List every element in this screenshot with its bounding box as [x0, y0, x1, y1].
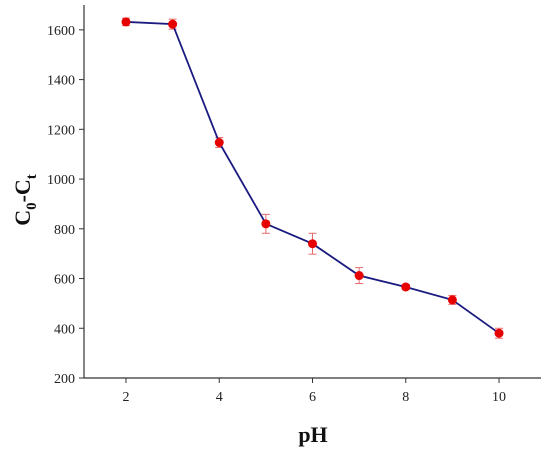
- x-axis-title: pH: [298, 422, 327, 447]
- x-axis-ticks: 2 4 6 8 10: [122, 378, 506, 405]
- data-point: [308, 239, 317, 249]
- x-tick-label: 6: [309, 390, 316, 405]
- y-tick-label: 1400: [47, 74, 75, 89]
- x-tick-label: 4: [216, 390, 223, 405]
- y-axis-ticks: 200 400 600 800 1000 1200 1400 1600: [47, 24, 84, 387]
- data-point: [261, 219, 271, 229]
- y-tick-label: 600: [54, 273, 75, 288]
- series-line: [125, 21, 500, 334]
- y-tick-label: 200: [54, 372, 75, 387]
- data-point: [401, 282, 411, 292]
- y-tick-label: 1600: [47, 24, 75, 39]
- y-tick-label: 1000: [47, 173, 75, 188]
- data-point: [121, 17, 131, 27]
- data-series: [125, 21, 500, 334]
- data-point: [494, 328, 504, 338]
- x-tick-label: 8: [402, 390, 409, 405]
- x-tick-label: 2: [122, 390, 129, 405]
- y-axis-title-c0: C: [10, 210, 35, 226]
- error-bars: [121, 17, 504, 339]
- data-point: [447, 295, 457, 305]
- x-tick-label: 10: [492, 390, 506, 405]
- y-tick-label: 1200: [47, 123, 75, 138]
- y-axis-title-sub0: 0: [24, 202, 40, 210]
- axes: [83, 5, 541, 379]
- y-axis-title: C0-Ct: [10, 174, 40, 226]
- y-tick-label: 800: [54, 223, 75, 238]
- data-point: [354, 271, 364, 281]
- data-point: [214, 138, 224, 148]
- data-markers: [121, 17, 504, 338]
- y-axis-title-subt: t: [24, 174, 40, 179]
- y-tick-label: 400: [54, 322, 75, 337]
- data-point: [168, 19, 178, 29]
- y-axis-title-c: C: [10, 179, 35, 195]
- y-axis-title-dash: -: [10, 195, 35, 202]
